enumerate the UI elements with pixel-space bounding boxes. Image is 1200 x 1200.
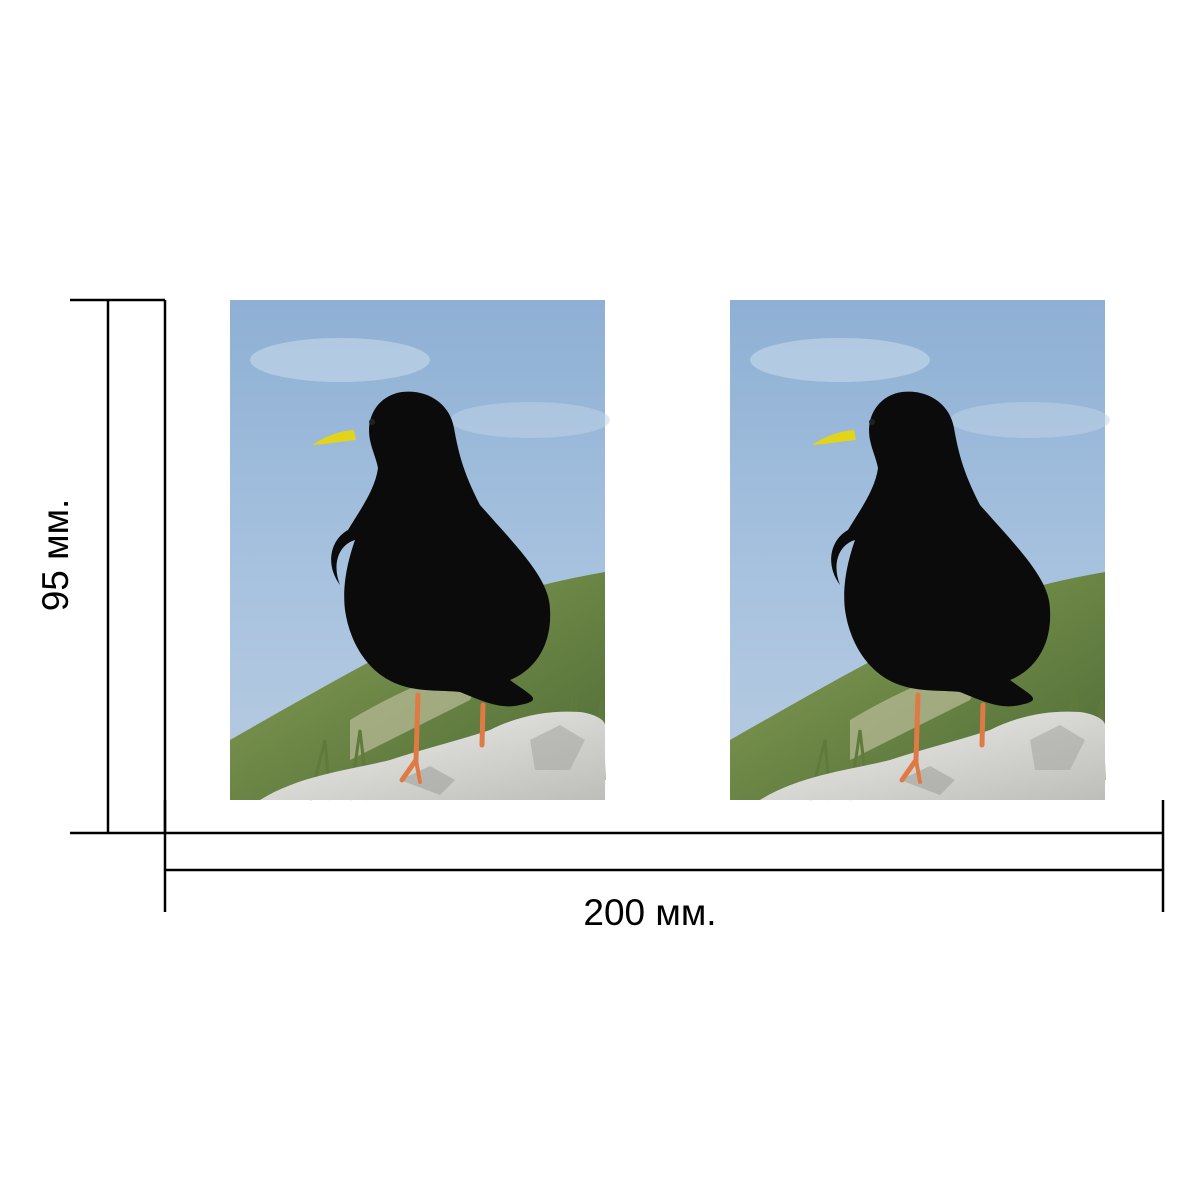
height-label: 95 мм. xyxy=(35,499,76,612)
width-label: 200 мм. xyxy=(583,892,716,933)
width-dimension xyxy=(163,800,1165,912)
photo-left xyxy=(230,300,610,800)
photo-right xyxy=(730,300,1110,800)
height-dimension xyxy=(70,298,167,835)
